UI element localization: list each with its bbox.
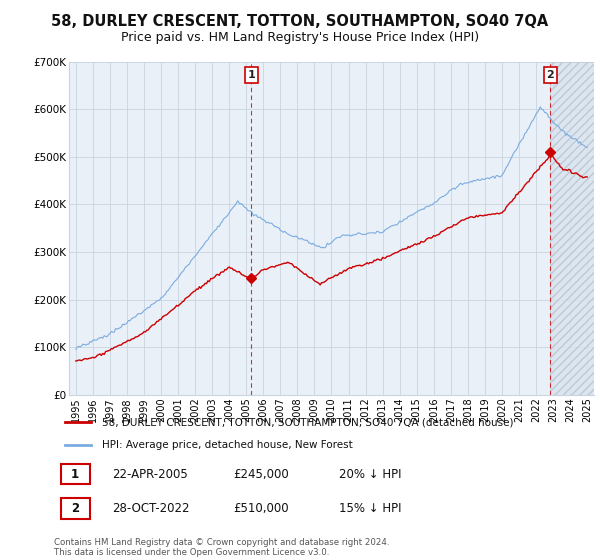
Bar <box>550 62 594 395</box>
Text: HPI: Average price, detached house, New Forest: HPI: Average price, detached house, New … <box>101 440 352 450</box>
FancyBboxPatch shape <box>61 498 89 519</box>
Text: 2: 2 <box>547 70 554 80</box>
Text: 20% ↓ HPI: 20% ↓ HPI <box>339 468 401 480</box>
FancyBboxPatch shape <box>61 464 89 484</box>
Text: Price paid vs. HM Land Registry's House Price Index (HPI): Price paid vs. HM Land Registry's House … <box>121 31 479 44</box>
Text: 2: 2 <box>71 502 79 515</box>
Text: 1: 1 <box>248 70 255 80</box>
Text: 15% ↓ HPI: 15% ↓ HPI <box>339 502 401 515</box>
Bar <box>550 62 594 395</box>
Text: Contains HM Land Registry data © Crown copyright and database right 2024.
This d: Contains HM Land Registry data © Crown c… <box>54 538 389 557</box>
Text: £245,000: £245,000 <box>233 468 289 480</box>
Text: 28-OCT-2022: 28-OCT-2022 <box>112 502 190 515</box>
Text: 22-APR-2005: 22-APR-2005 <box>112 468 188 480</box>
Text: £510,000: £510,000 <box>233 502 289 515</box>
Text: 58, DURLEY CRESCENT, TOTTON, SOUTHAMPTON, SO40 7QA: 58, DURLEY CRESCENT, TOTTON, SOUTHAMPTON… <box>52 14 548 29</box>
Text: 1: 1 <box>71 468 79 480</box>
Text: 58, DURLEY CRESCENT, TOTTON, SOUTHAMPTON, SO40 7QA (detached house): 58, DURLEY CRESCENT, TOTTON, SOUTHAMPTON… <box>101 417 513 427</box>
